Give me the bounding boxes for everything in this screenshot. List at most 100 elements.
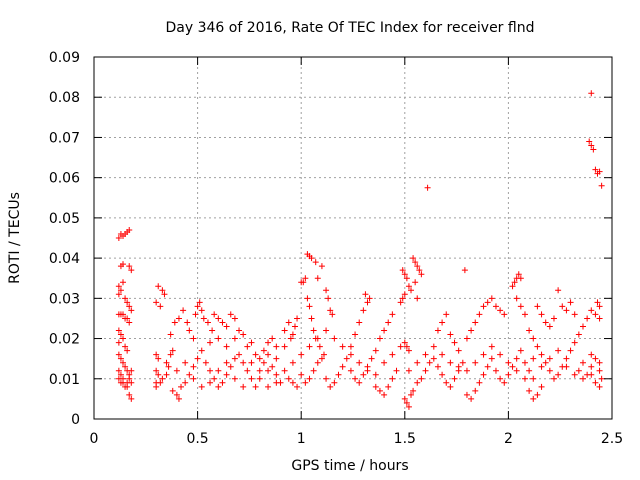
chart-title: Day 346 of 2016, Rate Of TEC Index for r… bbox=[166, 20, 535, 36]
data-point bbox=[159, 375, 166, 382]
data-point bbox=[439, 371, 446, 378]
data-point bbox=[546, 355, 553, 362]
x-tick-label: 0.5 bbox=[186, 431, 208, 447]
data-point bbox=[244, 367, 251, 374]
data-point bbox=[302, 275, 309, 282]
data-point bbox=[236, 327, 243, 334]
data-point bbox=[480, 351, 487, 358]
data-point bbox=[418, 271, 425, 278]
data-point bbox=[331, 335, 338, 342]
data-point bbox=[505, 359, 512, 366]
data-point bbox=[530, 375, 537, 382]
data-point bbox=[550, 375, 557, 382]
data-point bbox=[376, 335, 383, 342]
data-point bbox=[207, 367, 214, 374]
data-point bbox=[590, 146, 597, 153]
data-point bbox=[310, 367, 317, 374]
data-point bbox=[381, 359, 388, 366]
data-point bbox=[408, 391, 415, 398]
data-point bbox=[335, 371, 342, 378]
data-point bbox=[463, 391, 470, 398]
data-point bbox=[155, 283, 162, 290]
data-point bbox=[347, 367, 354, 374]
data-point bbox=[209, 327, 216, 334]
data-point bbox=[592, 379, 599, 386]
data-point bbox=[588, 351, 595, 358]
data-point bbox=[265, 367, 272, 374]
data-point bbox=[248, 375, 255, 382]
y-tick-label: 0.02 bbox=[49, 332, 80, 348]
data-point bbox=[588, 371, 595, 378]
data-point bbox=[124, 299, 131, 306]
data-point bbox=[521, 359, 528, 366]
data-point bbox=[592, 355, 599, 362]
data-point bbox=[397, 299, 404, 306]
data-point bbox=[356, 319, 363, 326]
data-point bbox=[269, 335, 276, 342]
data-point bbox=[352, 375, 359, 382]
data-point bbox=[497, 375, 504, 382]
data-point bbox=[318, 263, 325, 270]
data-point bbox=[511, 279, 518, 286]
data-point bbox=[596, 303, 603, 310]
data-point bbox=[530, 335, 537, 342]
data-point bbox=[124, 347, 131, 354]
data-point bbox=[468, 395, 475, 402]
data-point bbox=[596, 383, 603, 390]
data-point bbox=[190, 375, 197, 382]
data-point bbox=[534, 303, 541, 310]
data-point bbox=[509, 283, 516, 290]
data-point bbox=[256, 375, 263, 382]
data-point bbox=[165, 363, 172, 370]
data-point bbox=[360, 371, 367, 378]
data-point bbox=[294, 315, 301, 322]
data-point bbox=[273, 371, 280, 378]
data-point bbox=[126, 319, 133, 326]
data-point bbox=[447, 331, 454, 338]
data-point bbox=[186, 327, 193, 334]
data-point bbox=[159, 287, 166, 294]
data-point bbox=[397, 343, 404, 350]
data-point bbox=[167, 331, 174, 338]
data-point bbox=[207, 379, 214, 386]
data-point bbox=[579, 323, 586, 330]
data-point bbox=[163, 371, 170, 378]
data-point bbox=[403, 399, 410, 406]
data-point bbox=[115, 351, 122, 358]
data-point bbox=[414, 379, 421, 386]
data-point bbox=[484, 299, 491, 306]
data-point bbox=[161, 291, 168, 298]
data-point bbox=[364, 299, 371, 306]
data-point bbox=[430, 343, 437, 350]
y-tick-label: 0.06 bbox=[49, 171, 80, 187]
data-point bbox=[567, 347, 574, 354]
data-point bbox=[505, 371, 512, 378]
data-point bbox=[513, 367, 520, 374]
data-point bbox=[588, 363, 595, 370]
data-point bbox=[200, 315, 207, 322]
data-point bbox=[356, 379, 363, 386]
data-point bbox=[117, 331, 124, 338]
y-tick-label: 0.08 bbox=[49, 90, 80, 106]
data-point bbox=[385, 383, 392, 390]
data-point bbox=[260, 347, 267, 354]
data-point bbox=[128, 367, 135, 374]
data-point bbox=[416, 267, 423, 274]
data-point bbox=[223, 343, 230, 350]
data-point bbox=[376, 387, 383, 394]
data-point bbox=[534, 391, 541, 398]
data-point bbox=[285, 319, 292, 326]
data-point bbox=[598, 375, 605, 382]
data-point bbox=[198, 307, 205, 314]
data-point bbox=[202, 359, 209, 366]
data-point bbox=[571, 371, 578, 378]
data-point bbox=[128, 267, 135, 274]
data-point bbox=[588, 307, 595, 314]
data-point bbox=[240, 383, 247, 390]
data-point bbox=[265, 383, 272, 390]
data-point bbox=[521, 311, 528, 318]
data-point bbox=[405, 367, 412, 374]
data-point bbox=[521, 375, 528, 382]
data-point bbox=[439, 319, 446, 326]
